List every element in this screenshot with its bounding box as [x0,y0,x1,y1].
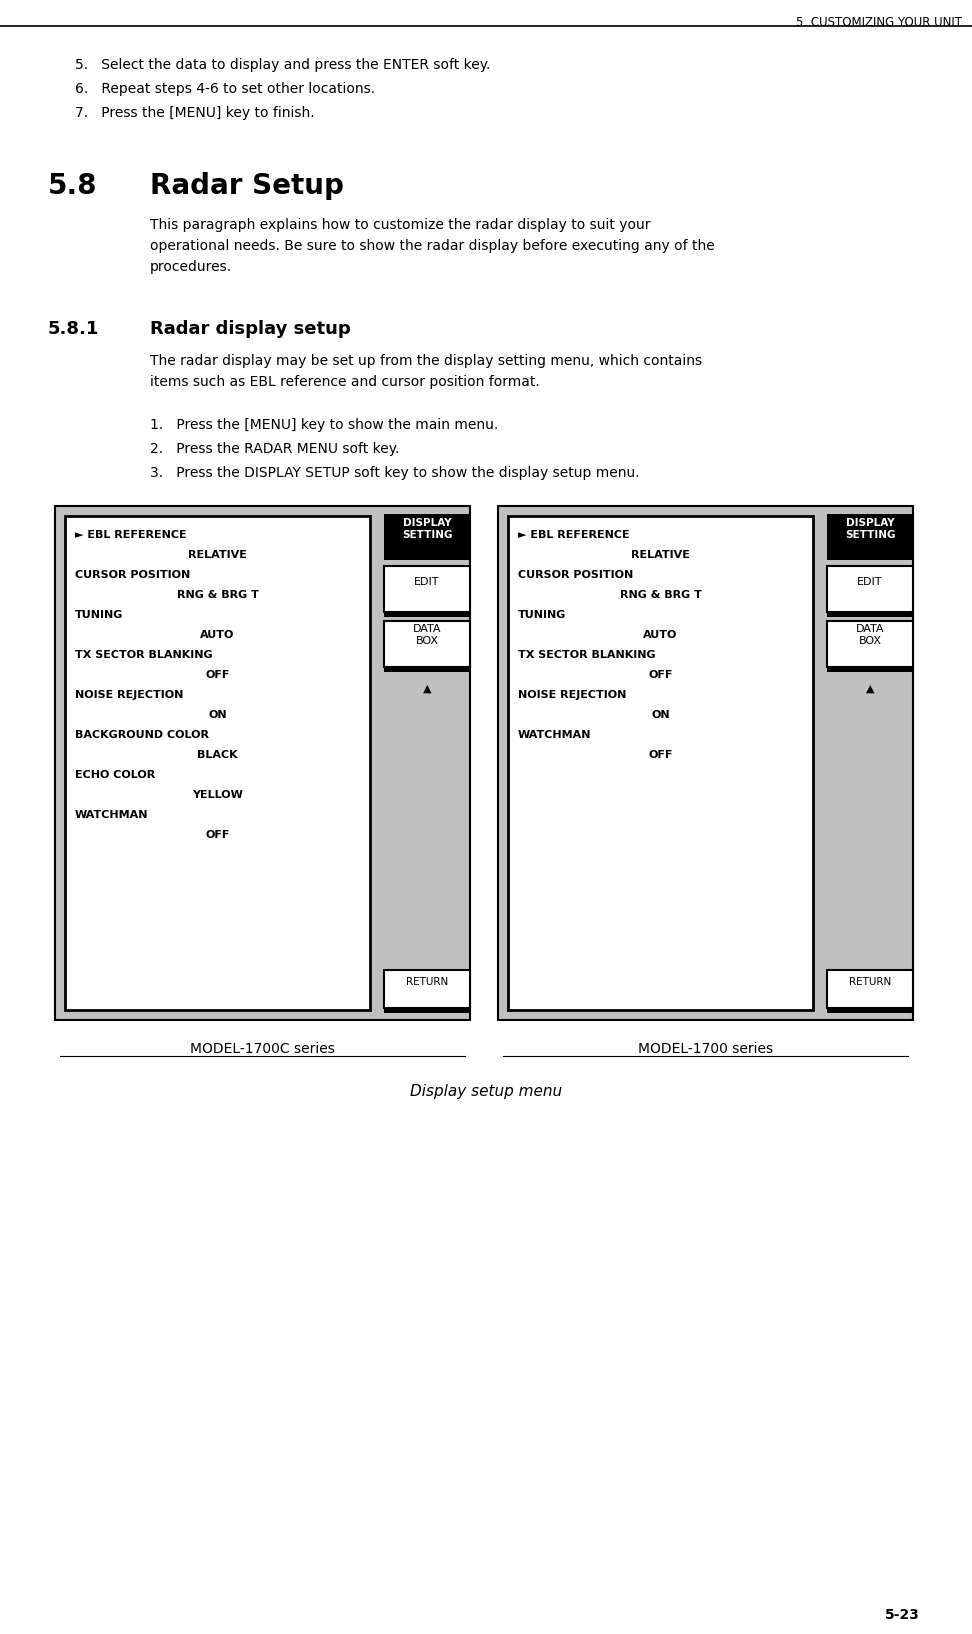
Text: WATCHMAN: WATCHMAN [75,810,149,820]
FancyBboxPatch shape [827,565,913,613]
FancyBboxPatch shape [827,515,913,560]
Text: ON: ON [208,711,226,721]
Text: RELATIVE: RELATIVE [188,551,247,560]
Text: 5.8: 5.8 [48,172,97,199]
Text: TX SECTOR BLANKING: TX SECTOR BLANKING [518,650,656,660]
Text: 5.8.1: 5.8.1 [48,320,99,338]
Text: OFF: OFF [648,750,673,760]
Text: procedures.: procedures. [150,260,232,275]
Text: 3.   Press the DISPLAY SETUP soft key to show the display setup menu.: 3. Press the DISPLAY SETUP soft key to s… [150,466,640,480]
Text: ► EBL REFERENCE: ► EBL REFERENCE [75,529,187,539]
Text: NOISE REJECTION: NOISE REJECTION [518,690,626,699]
Text: TX SECTOR BLANKING: TX SECTOR BLANKING [75,650,213,660]
Text: DATA
BOX: DATA BOX [855,624,885,645]
Text: items such as EBL reference and cursor position format.: items such as EBL reference and cursor p… [150,374,539,389]
Text: OFF: OFF [205,670,229,680]
Text: DISPLAY
SETTING: DISPLAY SETTING [845,518,895,539]
Text: 6.   Repeat steps 4-6 to set other locations.: 6. Repeat steps 4-6 to set other locatio… [75,82,375,96]
Text: EDIT: EDIT [857,577,883,587]
Text: WATCHMAN: WATCHMAN [518,730,592,740]
Text: AUTO: AUTO [200,631,234,641]
Text: MODEL-1700C series: MODEL-1700C series [191,1042,335,1056]
Text: DISPLAY
SETTING: DISPLAY SETTING [401,518,452,539]
Text: BACKGROUND COLOR: BACKGROUND COLOR [75,730,209,740]
Text: TUNING: TUNING [75,609,123,619]
Text: RETURN: RETURN [849,977,891,987]
FancyBboxPatch shape [384,613,470,618]
FancyBboxPatch shape [508,516,813,1010]
Text: RNG & BRG T: RNG & BRG T [177,590,259,600]
Text: MODEL-1700 series: MODEL-1700 series [638,1042,773,1056]
Text: BLACK: BLACK [197,750,238,760]
Text: TUNING: TUNING [518,609,567,619]
Text: The radar display may be set up from the display setting menu, which contains: The radar display may be set up from the… [150,355,702,368]
Text: Display setup menu: Display setup menu [410,1083,562,1100]
Text: operational needs. Be sure to show the radar display before executing any of the: operational needs. Be sure to show the r… [150,239,714,253]
Text: OFF: OFF [205,830,229,840]
FancyBboxPatch shape [827,667,913,672]
FancyBboxPatch shape [384,1008,470,1013]
Text: OFF: OFF [648,670,673,680]
Text: AUTO: AUTO [643,631,677,641]
Text: 2.   Press the RADAR MENU soft key.: 2. Press the RADAR MENU soft key. [150,443,399,456]
Text: 1.   Press the [MENU] key to show the main menu.: 1. Press the [MENU] key to show the main… [150,418,499,431]
Text: RNG & BRG T: RNG & BRG T [619,590,702,600]
FancyBboxPatch shape [384,667,470,672]
Text: ▲: ▲ [866,685,874,694]
FancyBboxPatch shape [827,1008,913,1013]
FancyBboxPatch shape [498,507,913,1020]
Text: CURSOR POSITION: CURSOR POSITION [518,570,633,580]
FancyBboxPatch shape [827,971,913,1008]
Text: NOISE REJECTION: NOISE REJECTION [75,690,184,699]
Text: Radar display setup: Radar display setup [150,320,351,338]
Text: YELLOW: YELLOW [192,789,243,801]
FancyBboxPatch shape [384,971,470,1008]
Text: RETURN: RETURN [406,977,448,987]
Text: CURSOR POSITION: CURSOR POSITION [75,570,191,580]
FancyBboxPatch shape [827,613,913,618]
FancyBboxPatch shape [65,516,370,1010]
Text: EDIT: EDIT [414,577,439,587]
Text: RELATIVE: RELATIVE [631,551,690,560]
Text: 7.   Press the [MENU] key to finish.: 7. Press the [MENU] key to finish. [75,106,315,119]
Text: 5.   Select the data to display and press the ENTER soft key.: 5. Select the data to display and press … [75,57,491,72]
Text: Radar Setup: Radar Setup [150,172,344,199]
Text: 5. CUSTOMIZING YOUR UNIT: 5. CUSTOMIZING YOUR UNIT [796,16,962,29]
Text: ► EBL REFERENCE: ► EBL REFERENCE [518,529,630,539]
Text: ON: ON [651,711,670,721]
FancyBboxPatch shape [384,515,470,560]
FancyBboxPatch shape [827,621,913,667]
Text: This paragraph explains how to customize the radar display to suit your: This paragraph explains how to customize… [150,217,650,232]
Text: 5-23: 5-23 [885,1608,920,1623]
FancyBboxPatch shape [384,565,470,613]
FancyBboxPatch shape [384,621,470,667]
Text: ▲: ▲ [423,685,432,694]
FancyBboxPatch shape [55,507,470,1020]
Text: DATA
BOX: DATA BOX [413,624,441,645]
Text: ECHO COLOR: ECHO COLOR [75,770,156,779]
